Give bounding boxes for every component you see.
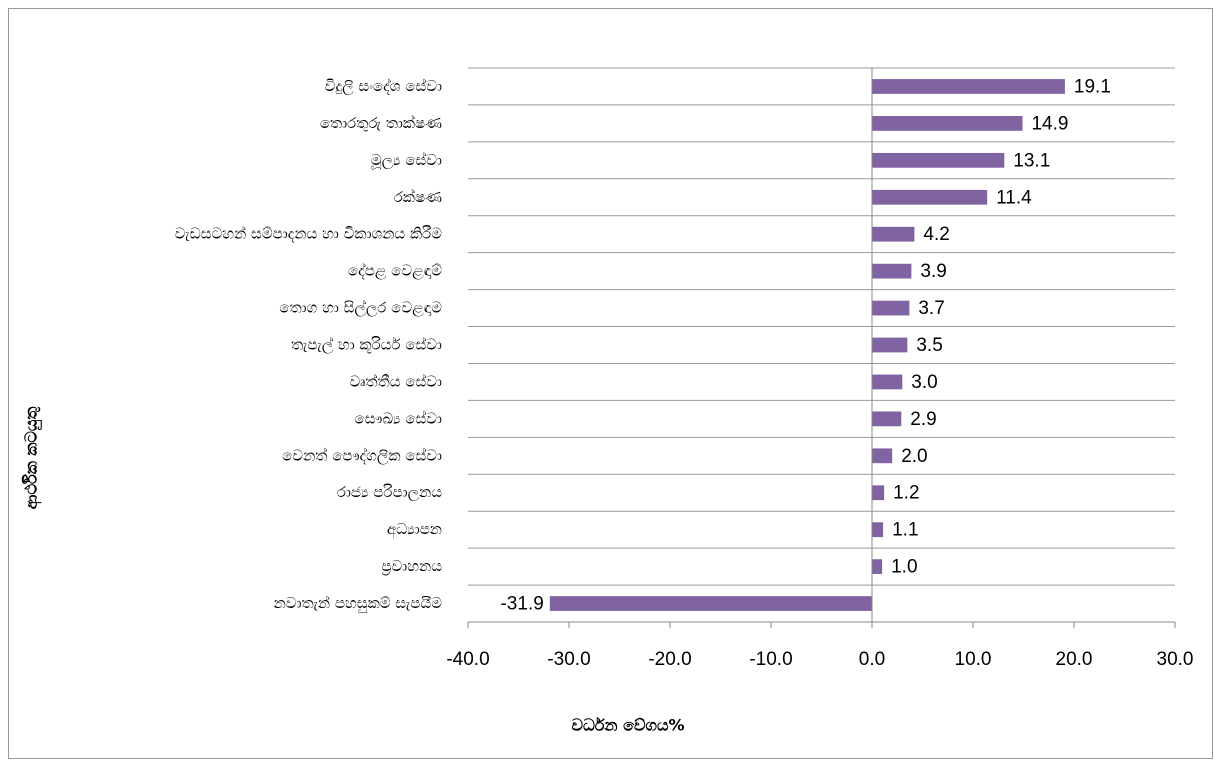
value-label: 1.1 [892,520,918,541]
bar [872,300,910,316]
chart-border [8,8,1213,759]
value-label: -31.9 [500,594,543,615]
x-tick-label: -40.0 [446,649,489,670]
x-tick-label: 20.0 [1056,649,1093,670]
value-label: 3.0 [911,372,937,393]
value-label: 2.9 [910,409,936,430]
value-label: 19.1 [1074,76,1111,97]
value-label: 13.1 [1013,150,1050,171]
bar [872,263,912,279]
x-tick-label: -10.0 [749,649,792,670]
x-tick-label: 0.0 [859,649,885,670]
bar [872,559,883,574]
y-tick-label: රාජ්‍ය පරිපාලනය [337,483,442,501]
bar [872,411,902,427]
bar [872,374,903,390]
bar [549,596,872,611]
value-label: 14.9 [1031,113,1068,134]
y-tick-label: සෞඛ්‍ය සේවා [354,409,442,427]
bar [872,337,908,353]
value-label: 1.0 [891,557,917,578]
value-label: 3.5 [916,335,942,356]
y-tick-label: තොරතුරු තාක්ෂණ [320,114,442,132]
y-tick-label: තොග හා සිල්ලර වෙළඳාම [279,298,442,316]
x-axis-title: වර්ධන වේගය% [572,716,685,735]
bar [872,79,1065,94]
bar [872,116,1023,131]
y-tick-label: නවාතැන් පහසුකම් සැපයීම [274,594,443,613]
y-tick-label: ප්‍රවාහනය [381,557,442,576]
value-label: 3.7 [918,298,944,319]
value-label: 3.9 [920,261,946,282]
value-label: 11.4 [996,187,1032,208]
x-tick-label: 10.0 [955,649,992,670]
bar [872,152,1005,168]
x-tick-label: -20.0 [648,649,691,670]
y-tick-label: තැපැල් හා කූරියර් සේවා [291,335,442,353]
x-tick-label: 30.0 [1157,649,1194,670]
bar [872,485,885,501]
y-tick-label: වෘත්තීය සේවා [350,372,442,390]
bar [872,189,988,205]
y-axis-title: ආර්ථික කටයුතු [22,407,43,510]
y-tick-label: වෙනත් පෞද්ගලික සේවා [282,446,442,464]
bar [872,226,915,242]
x-tick-label: -30.0 [547,649,590,670]
y-tick-label: අධ්‍යාපන [387,520,442,539]
y-tick-label: මූල්‍ය සේවා [371,151,442,170]
value-label: 4.2 [923,224,949,245]
y-tick-label: වැඩසටහන් සම්පාදනය හා විකාශනය කිරීම [175,225,443,243]
y-tick-label: විදුලි සංදේශ සේවා [325,77,442,95]
value-label: 1.2 [893,483,919,504]
y-tick-label: දේපළ වෙළඳාම් [348,261,442,279]
y-tick-label: රක්ෂණ [394,188,442,206]
bar [872,448,893,464]
value-label: 2.0 [901,446,927,467]
bar [872,522,884,538]
